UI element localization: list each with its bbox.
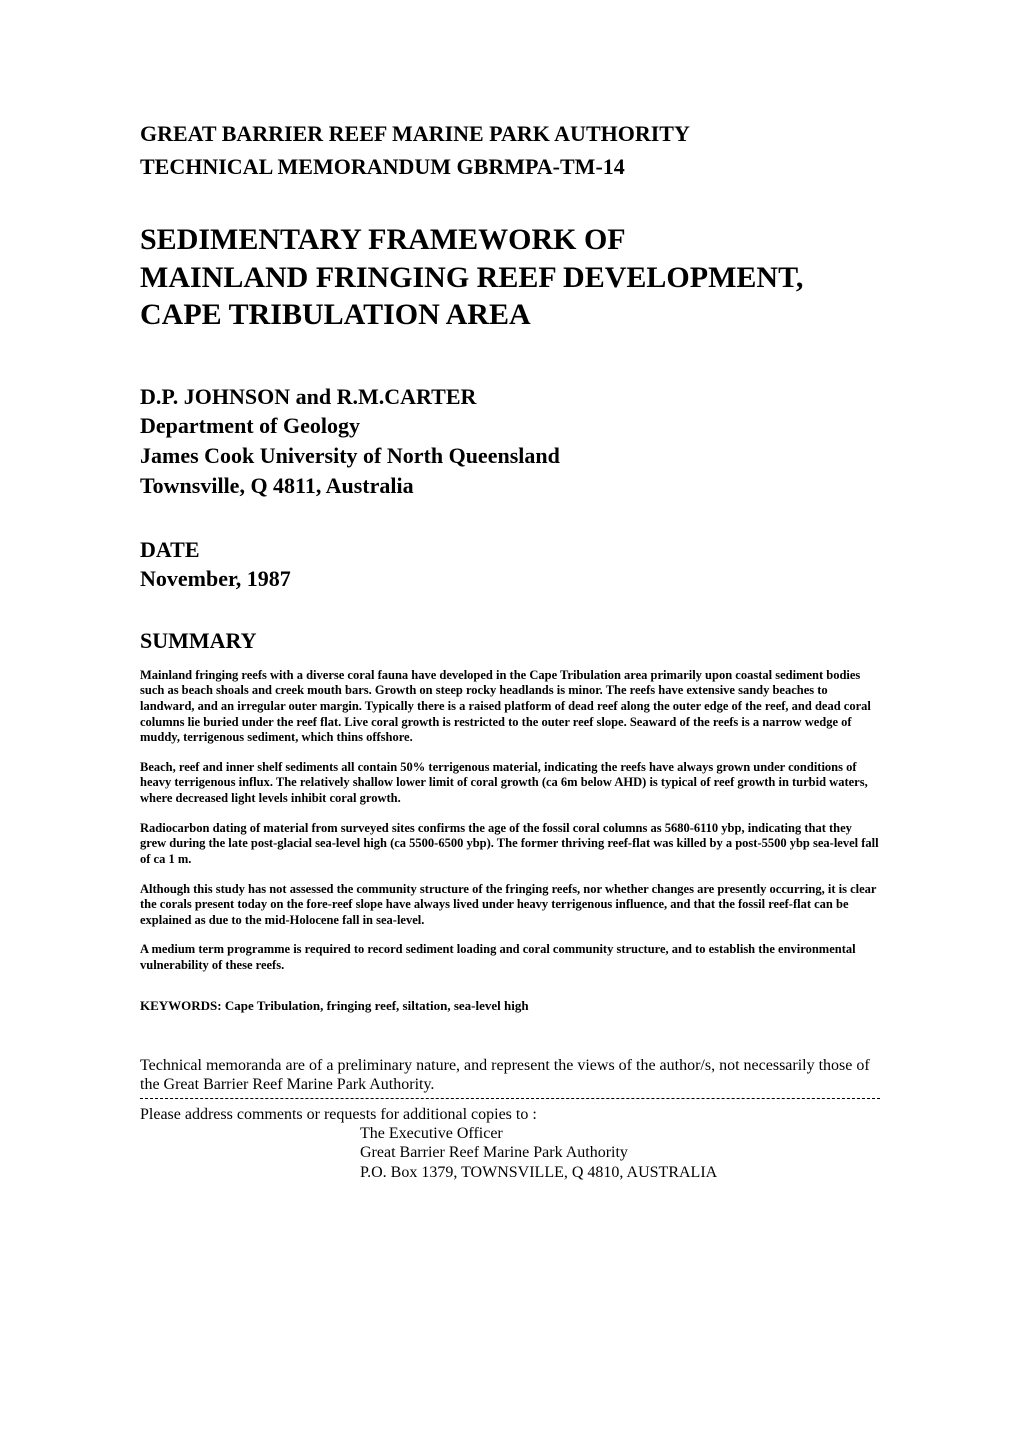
footer-block: Technical memoranda are of a preliminary… <box>140 1056 880 1182</box>
author-univ: James Cook University of North Queenslan… <box>140 441 880 471</box>
keywords-line: KEYWORDS: Cape Tribulation, fringing ree… <box>140 998 880 1014</box>
summary-para-5: A medium term programme is required to r… <box>140 942 880 973</box>
author-dept: Department of Geology <box>140 411 880 441</box>
org-name: GREAT BARRIER REEF MARINE PARK AUTHORITY <box>140 120 880 149</box>
summary-para-1: Mainland fringing reefs with a diverse c… <box>140 668 880 746</box>
separator-line <box>140 1098 880 1099</box>
contact-line-3: P.O. Box 1379, TOWNSVILLE, Q 4810, AUSTR… <box>140 1163 880 1182</box>
author-names: D.P. JOHNSON and R.M.CARTER <box>140 382 880 412</box>
memo-id: TECHNICAL MEMORANDUM GBRMPA-TM-14 <box>140 153 880 182</box>
summary-block: SUMMARY Mainland fringing reefs with a d… <box>140 628 880 974</box>
summary-para-4: Although this study has not assessed the… <box>140 882 880 929</box>
footer-disclaimer: Technical memoranda are of a preliminary… <box>140 1056 880 1094</box>
contact-line-2: Great Barrier Reef Marine Park Authority <box>140 1143 880 1162</box>
contact-intro: Please address comments or requests for … <box>140 1105 880 1124</box>
authors-block: D.P. JOHNSON and R.M.CARTER Department o… <box>140 382 880 501</box>
document-page: GREAT BARRIER REEF MARINE PARK AUTHORITY… <box>140 120 880 1182</box>
summary-para-3: Radiocarbon dating of material from surv… <box>140 821 880 868</box>
date-block: DATE November, 1987 <box>140 536 880 593</box>
title-block: SEDIMENTARY FRAMEWORK OF MAINLAND FRINGI… <box>140 221 880 334</box>
title-line-3: CAPE TRIBULATION AREA <box>140 296 880 334</box>
header-block: GREAT BARRIER REEF MARINE PARK AUTHORITY… <box>140 120 880 181</box>
title-line-2: MAINLAND FRINGING REEF DEVELOPMENT, <box>140 259 880 297</box>
author-city: Townsville, Q 4811, Australia <box>140 471 880 501</box>
title-line-1: SEDIMENTARY FRAMEWORK OF <box>140 221 880 259</box>
summary-heading: SUMMARY <box>140 628 880 654</box>
date-label: DATE <box>140 536 880 565</box>
contact-line-1: The Executive Officer <box>140 1124 880 1143</box>
summary-para-2: Beach, reef and inner shelf sediments al… <box>140 760 880 807</box>
date-value: November, 1987 <box>140 565 880 594</box>
